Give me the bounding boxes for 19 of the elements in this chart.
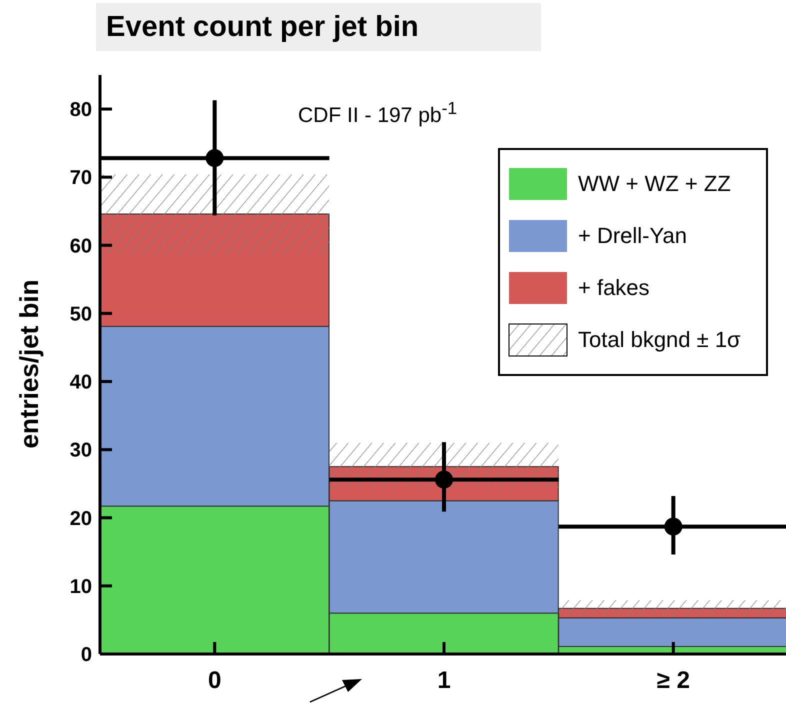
y-axis-title: entries/jet bin (14, 279, 44, 449)
x-tick-label: 0 (208, 667, 222, 694)
annotation: CDF II - 197 pb$^{-1}$ (298, 98, 458, 128)
legend-label: WW + WZ + ZZ (578, 171, 731, 197)
x-tick-label: 1 (437, 667, 451, 694)
legend-label: + Drell-Yan (578, 223, 688, 249)
y-tick-label: 20 (70, 508, 92, 530)
legend-label: + fakes (578, 275, 650, 301)
y-tick-label: 80 (70, 99, 92, 122)
y-tick-label: 70 (70, 167, 92, 190)
chart-title: Event count per jet bin (96, 3, 541, 51)
y-tick-label: 60 (70, 235, 92, 258)
y-tick-label: 10 (70, 576, 92, 598)
y-tick-label: 30 (70, 440, 92, 462)
y-tick-label: 0 (80, 644, 92, 666)
legend-label: Total bkgnd ± 1σ (578, 327, 741, 353)
y-tick-label: 50 (70, 303, 92, 326)
x-tick-label: ≥ 2 (656, 667, 690, 694)
y-tick-label: 40 (70, 372, 92, 394)
